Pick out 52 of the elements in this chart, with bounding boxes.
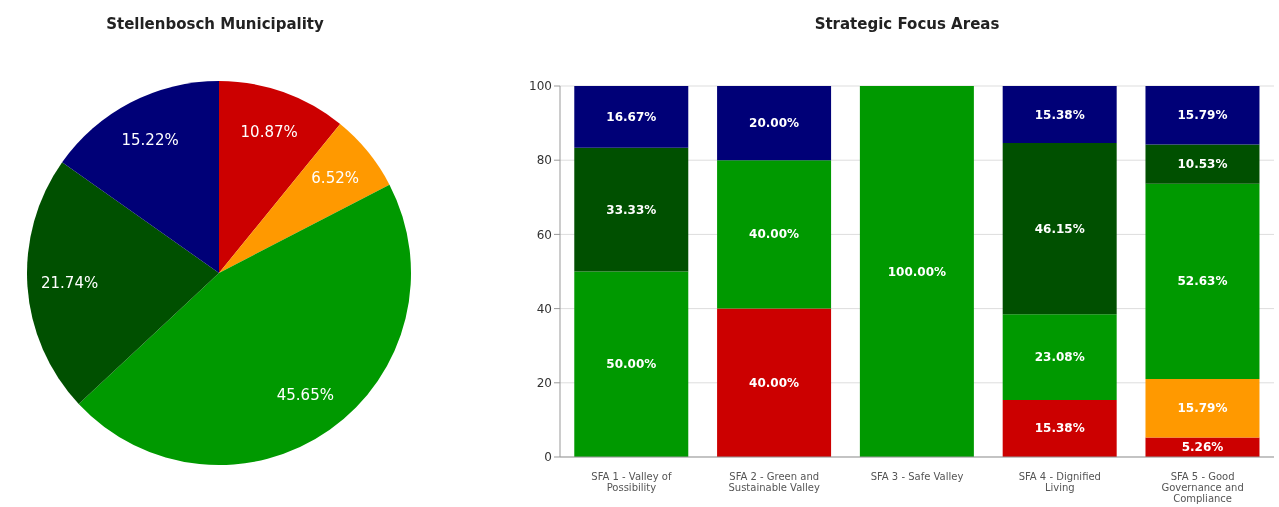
y-tick-label: 20	[536, 376, 552, 391]
x-tick-label: SFA 3 - Safe Valley	[870, 470, 964, 482]
bar	[717, 308, 832, 457]
bar	[574, 271, 689, 457]
data-label: 6.52%	[311, 169, 359, 188]
bar	[1002, 143, 1117, 315]
data-label: 52.63%	[1177, 274, 1228, 289]
data-label: 40.00%	[749, 375, 800, 390]
bar	[717, 86, 832, 161]
data-label: 10.53%	[1177, 157, 1228, 172]
data-label: 100.00%	[887, 264, 947, 279]
bar	[717, 160, 832, 309]
data-label: 20.00%	[749, 116, 800, 131]
bar	[574, 147, 689, 272]
bar	[1145, 144, 1260, 184]
pie-slice	[27, 162, 219, 405]
data-label: 15.38%	[1034, 107, 1085, 122]
y-tick-label: 80	[536, 153, 552, 168]
data-label: 40.00%	[749, 227, 800, 242]
bar	[574, 86, 689, 148]
chart-title: Stellenbosch Municipality	[105, 15, 325, 33]
data-label: 10.87%	[240, 122, 298, 141]
x-tick-label: SFA 2 - Green and Sustainable Valley	[728, 470, 821, 493]
data-label: 15.38%	[1034, 421, 1085, 436]
data-label: 15.79%	[1177, 401, 1228, 416]
y-tick-label: 100	[529, 79, 552, 94]
pie-slice	[219, 124, 390, 273]
data-label: 21.74%	[40, 274, 99, 293]
bar	[1145, 183, 1260, 379]
y-tick-label: 0	[544, 450, 552, 465]
data-label: 50.00%	[606, 357, 657, 372]
bar	[1145, 378, 1260, 438]
chart-title: Strategic Focus Areas	[813, 15, 1001, 33]
x-tick-label: SFA 4 - Dignified Living	[1018, 470, 1101, 493]
data-label: 16.67%	[606, 109, 657, 124]
data-label: 23.08%	[1034, 350, 1085, 365]
data-label: 5.26%	[1181, 440, 1224, 455]
bar	[1145, 86, 1260, 145]
bar	[1002, 314, 1117, 400]
bar	[859, 86, 974, 457]
data-label: 46.15%	[1034, 221, 1085, 236]
data-label: 15.79%	[1177, 108, 1228, 123]
data-label: 45.65%	[276, 386, 334, 405]
data-label: 33.33%	[606, 202, 657, 217]
x-tick-label: SFA 5 - Good Governance and Compliance	[1161, 470, 1244, 504]
y-tick-label: 60	[536, 227, 552, 242]
data-label: 15.22%	[121, 131, 179, 150]
y-tick-label: 40	[536, 301, 552, 316]
pie-slice	[62, 81, 219, 273]
bar	[1002, 86, 1117, 144]
x-tick-label: SFA 1 - Valley of Possibility	[591, 470, 672, 493]
bar	[1002, 399, 1117, 457]
